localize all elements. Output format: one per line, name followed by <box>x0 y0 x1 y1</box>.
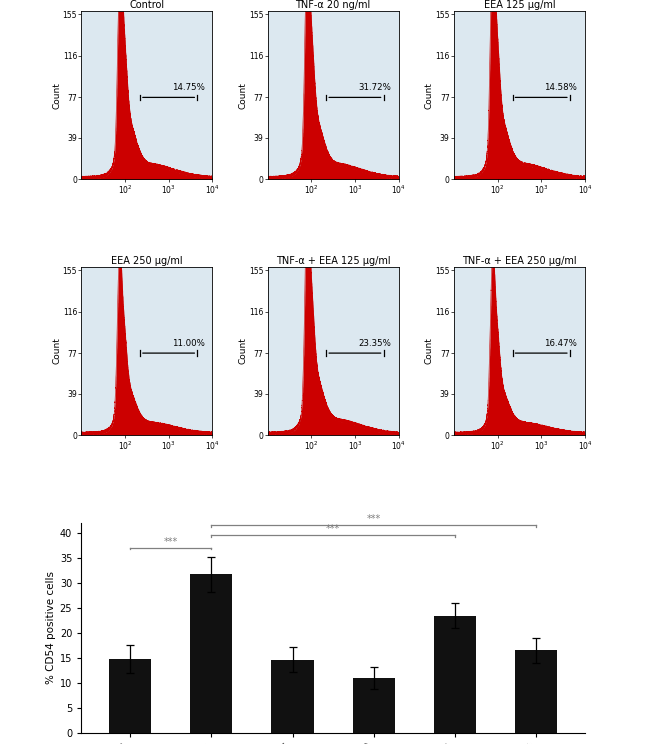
Y-axis label: Count: Count <box>239 82 248 109</box>
Title: TNF-α 20 ng/ml: TNF-α 20 ng/ml <box>296 1 370 10</box>
Title: TNF-α + EEA 250 μg/ml: TNF-α + EEA 250 μg/ml <box>462 256 577 266</box>
Text: 14.58%: 14.58% <box>545 83 577 92</box>
Title: EEA 125 μg/ml: EEA 125 μg/ml <box>484 1 555 10</box>
Title: TNF-α + EEA 125 μg/ml: TNF-α + EEA 125 μg/ml <box>276 256 391 266</box>
Bar <box>272 660 313 733</box>
Text: 23.35%: 23.35% <box>358 339 391 347</box>
Bar <box>515 650 558 733</box>
Title: EEA 250 μg/ml: EEA 250 μg/ml <box>111 256 183 266</box>
Text: 31.72%: 31.72% <box>358 83 391 92</box>
Bar <box>190 574 233 733</box>
Text: 16.47%: 16.47% <box>545 339 577 347</box>
Y-axis label: Count: Count <box>239 338 248 365</box>
Bar <box>353 678 395 733</box>
Bar <box>109 659 151 733</box>
Y-axis label: Count: Count <box>424 82 434 109</box>
Bar <box>434 616 476 733</box>
Y-axis label: Count: Count <box>52 338 61 365</box>
Y-axis label: Count: Count <box>424 338 434 365</box>
Title: Control: Control <box>129 1 164 10</box>
Text: ***: *** <box>326 524 340 534</box>
Text: ***: *** <box>367 514 381 524</box>
Text: ***: *** <box>164 536 177 547</box>
Y-axis label: % CD54 positive cells: % CD54 positive cells <box>46 571 55 684</box>
Text: 11.00%: 11.00% <box>172 339 205 347</box>
Text: 14.75%: 14.75% <box>172 83 205 92</box>
Y-axis label: Count: Count <box>52 82 61 109</box>
